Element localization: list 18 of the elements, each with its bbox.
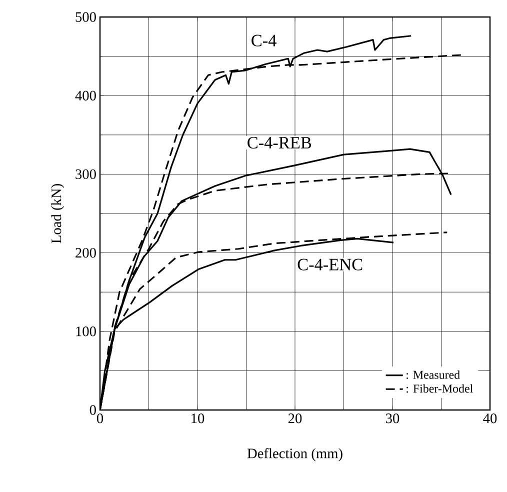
- annotation: C-4: [252, 34, 276, 46]
- legend-label: : Measured: [406, 370, 460, 379]
- y-axis-title: Load (kN): [51, 184, 64, 244]
- x-tick-label: 30: [386, 414, 400, 424]
- x-tick-label: 10: [192, 414, 204, 424]
- x-tick-label: 0: [96, 414, 104, 424]
- annotation: C-4-ENC: [298, 258, 362, 270]
- y-tick-label: 300: [76, 169, 96, 180]
- y-tick-label: 100: [76, 326, 96, 336]
- y-tick-label: 500: [76, 12, 96, 22]
- x-axis-title: Deflection (mm): [247, 448, 342, 462]
- y-tick-label: 0: [90, 405, 96, 415]
- x-tick-label: 40: [483, 414, 497, 424]
- legend-label: : Fiber-Model: [406, 384, 473, 393]
- y-tick-label: 200: [76, 248, 96, 258]
- annotation: C-4-REB: [248, 136, 312, 149]
- y-tick-label: 400: [75, 90, 96, 100]
- x-tick-label: 20: [288, 414, 302, 424]
